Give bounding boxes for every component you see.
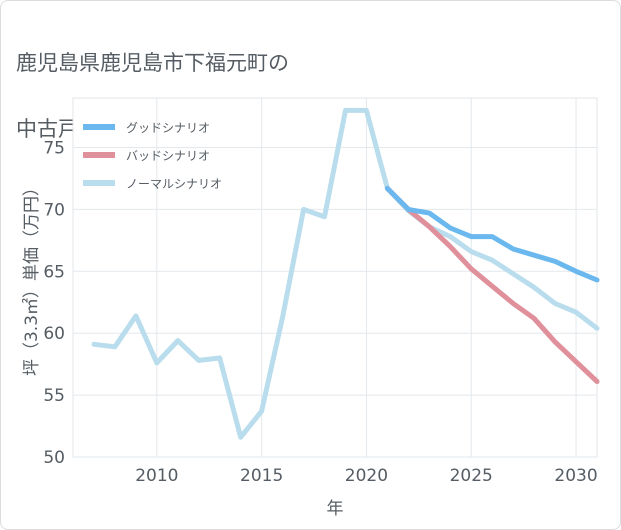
y-tick-label: 75: [43, 139, 65, 159]
y-tick-label: 60: [43, 324, 65, 344]
x-tick-label: 2025: [450, 466, 493, 486]
series-line-0: [384, 185, 600, 283]
legend-label-1: バッドシナリオ: [126, 149, 210, 163]
x-tick-label: 2010: [135, 466, 178, 486]
tick-labels: 2010 2015 2020 2025 2030 50 55 60 65 70 75: [43, 139, 597, 486]
legend-label-0: グッドシナリオ: [126, 121, 210, 135]
x-axis-label: 年: [327, 499, 344, 519]
series-line-1: [384, 185, 600, 384]
legend-label-2: ノーマルシナリオ: [126, 177, 222, 191]
y-tick-label: 50: [43, 448, 65, 468]
x-tick-label: 2030: [554, 466, 597, 486]
x-tick-label: 2015: [240, 466, 283, 486]
x-tick-label: 2020: [345, 466, 388, 486]
series-layer: [91, 107, 600, 440]
y-tick-label: 65: [43, 262, 65, 282]
y-axis-label: 坪（3.3㎡）単価（万円）: [22, 179, 42, 376]
chart-title-line-1: 鹿児島県鹿児島市下福元町の: [16, 51, 289, 75]
y-tick-label: 55: [43, 386, 65, 406]
y-tick-label: 70: [43, 200, 65, 220]
series-line-2: [91, 107, 600, 440]
